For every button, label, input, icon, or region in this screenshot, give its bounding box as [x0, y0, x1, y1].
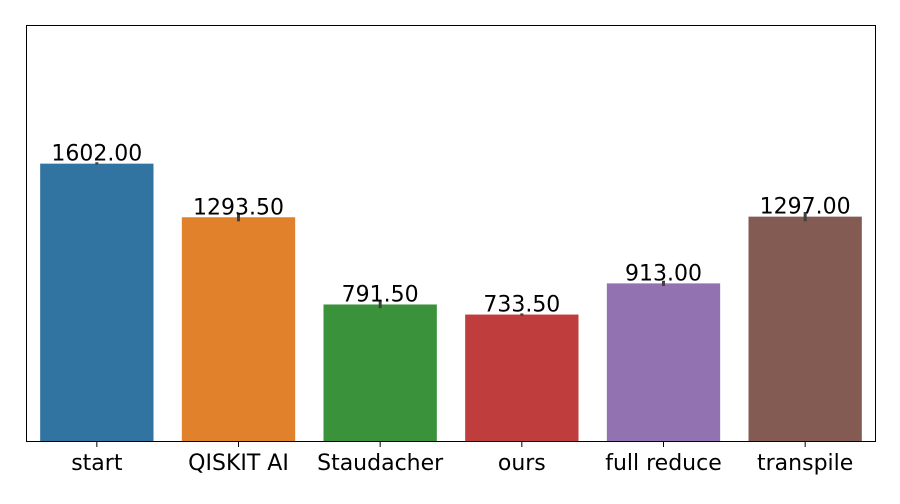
bar-value-label: 1602.00: [51, 142, 142, 167]
errorbars-layer: [95, 162, 807, 316]
bar-value-label: 1293.50: [193, 195, 284, 220]
x-axis-ticks-layer: start QISKIT AI Staudacher ours full reduce t…: [71, 442, 853, 476]
bar-full-reduce: [606, 283, 721, 442]
bar-ours: [465, 314, 579, 442]
bar-value-label: 791.50: [342, 282, 419, 307]
x-tick-label: ours: [498, 451, 546, 476]
bar-value-label: 733.50: [483, 293, 560, 318]
x-tick-label: Staudacher: [317, 451, 444, 476]
x-tick-label: full reduce: [605, 451, 722, 476]
x-tick-label: QISKIT AI: [188, 451, 289, 476]
x-tick-label: transpile: [757, 451, 853, 476]
plot-area-frame: [26, 25, 876, 442]
bar-qiskit-ai: [181, 217, 296, 442]
bar-start: [40, 163, 154, 442]
bar-value-label: 1297.00: [760, 195, 851, 220]
value-labels-layer: 1602.00 1293.50 791.50 733.50 913.00 1297.00: [51, 142, 850, 318]
bar-transpile: [748, 216, 862, 442]
bars-layer: [40, 163, 862, 442]
bar-value-label: 913.00: [625, 261, 702, 286]
x-tick-label: start: [71, 451, 123, 476]
bar-staudacher: [323, 304, 437, 442]
